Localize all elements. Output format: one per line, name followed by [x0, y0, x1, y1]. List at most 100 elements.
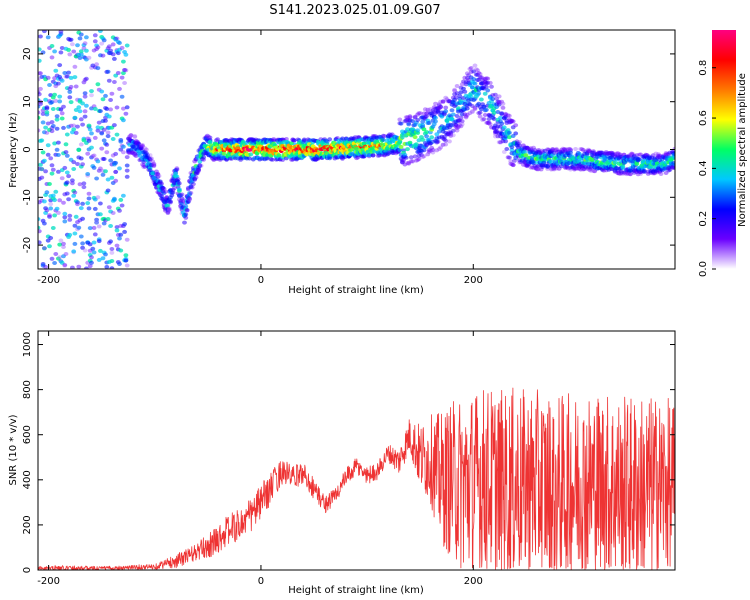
spectrogram-cell [110, 42, 116, 47]
spectrogram-cell [98, 248, 103, 253]
spectrogram-cell [178, 193, 184, 198]
spectrogram-cell [551, 150, 557, 155]
spectrogram-cell [142, 146, 148, 151]
spectrogram-cell [517, 140, 522, 145]
spectrogram-cell [61, 245, 66, 249]
spectrogram-cell [454, 84, 460, 88]
spectrogram-cell [264, 156, 270, 161]
colorbar-tick-label: 0.2 [698, 211, 709, 227]
spectrogram-cell [96, 257, 102, 262]
spectrogram-cell [48, 156, 54, 161]
spectrogram-cell [99, 131, 105, 136]
spectrogram-cell [494, 96, 499, 101]
spectrogram-cell [59, 78, 65, 83]
spectrogram-cell [71, 188, 77, 193]
spectrogram-cell [508, 159, 514, 164]
spectrogram-cell [115, 51, 121, 56]
spectrogram-cell [433, 115, 438, 120]
spectrogram-cell [127, 134, 133, 139]
spectrogram-cell [564, 147, 570, 152]
spectrogram-cell [38, 71, 43, 76]
spectrogram-cell [87, 127, 93, 132]
spectrogram-cell [50, 226, 56, 230]
spectrogram-cell [38, 58, 42, 63]
spectrogram-cell [57, 242, 63, 247]
spectrogram-cell [471, 77, 477, 82]
spectrogram-cell [456, 119, 461, 124]
spectrogram-cell [78, 156, 84, 161]
spectrogram-cell [122, 222, 127, 227]
spectrogram-cell [38, 229, 42, 234]
spectrogram-cell [495, 110, 501, 114]
spectrogram-cell [84, 103, 89, 108]
spectrogram-cell [66, 70, 71, 75]
spectrogram-cell [68, 100, 74, 105]
spectrogram-cell [59, 46, 65, 50]
spectrogram-cell [105, 217, 111, 221]
spectrogram-cell [38, 71, 42, 76]
spectrogram-cell [73, 214, 79, 219]
spectrogram-cell [84, 266, 89, 269]
spectrogram-cell [448, 133, 454, 138]
spectrogram-cell [78, 52, 84, 57]
spectrogram-cell [72, 241, 78, 246]
spectrogram-cell [114, 228, 120, 233]
spectrogram-cell [108, 209, 113, 214]
spectrogram-cell [496, 100, 502, 105]
spectrogram-cell [406, 160, 412, 165]
spectrogram-cell [47, 182, 52, 186]
spectrogram-cell [586, 147, 591, 152]
spectrogram-cell [39, 175, 45, 180]
spectrogram-cell [38, 34, 43, 39]
spectrogram-cell [71, 49, 77, 54]
spectrogram-cell [535, 166, 540, 171]
spectrogram-cell [113, 160, 119, 165]
spectrogram-cell [247, 156, 252, 161]
spectrogram-cell [38, 217, 41, 222]
spectrogram-cell [121, 150, 126, 155]
spectrogram-cell [47, 214, 52, 219]
spectrogram-cell [291, 138, 297, 143]
spectrogram-cell [271, 138, 277, 143]
spectrogram-cell [95, 66, 101, 71]
spectrogram-cell [248, 152, 254, 157]
spectrogram-cell [397, 147, 403, 152]
spectrogram-cell [103, 93, 108, 98]
spectrogram-cell [108, 98, 113, 102]
spectrogram-cell [496, 102, 502, 107]
spectrogram-cell [170, 190, 176, 195]
spectrogram-cell [434, 148, 440, 153]
spectrogram-cell [66, 174, 71, 179]
spectrogram-cell [68, 75, 74, 80]
spectrogram-cell [405, 115, 410, 120]
spectrogram-cell [156, 174, 162, 178]
spectrogram-cell [40, 120, 46, 125]
spectrogram-cell [584, 151, 590, 156]
spectrogram-cell [400, 135, 405, 140]
spectrogram-cell [428, 148, 433, 153]
spectrogram-cell [45, 143, 51, 148]
spectrogram-cell [468, 66, 474, 70]
spectrogram-cell [121, 59, 126, 64]
spectrogram-x-tick-label: 200 [464, 275, 483, 286]
spectrogram-cell [127, 151, 133, 156]
spectrogram-cell [500, 101, 506, 106]
spectrogram-cell [57, 198, 63, 203]
spectrogram-cell [109, 91, 115, 96]
spectrogram-cell [98, 212, 103, 217]
spectrogram-cell [177, 181, 182, 186]
spectrogram-cell [508, 161, 514, 166]
spectrogram-cell [95, 128, 101, 133]
spectrogram-cell [100, 172, 106, 177]
spectrogram-cell [89, 106, 94, 111]
spectrogram-cell [94, 217, 99, 222]
spectrogram-cell [128, 133, 134, 138]
spectrogram-cell [89, 260, 94, 265]
spectrogram-cell [121, 144, 126, 149]
spectrogram-cell [528, 165, 534, 170]
spectrogram-cell [82, 114, 88, 119]
spectrogram-cell [453, 124, 459, 129]
spectrogram-cell [132, 134, 138, 138]
spectrogram-cell [113, 178, 119, 183]
snr-y-tick-label: 200 [22, 515, 33, 534]
